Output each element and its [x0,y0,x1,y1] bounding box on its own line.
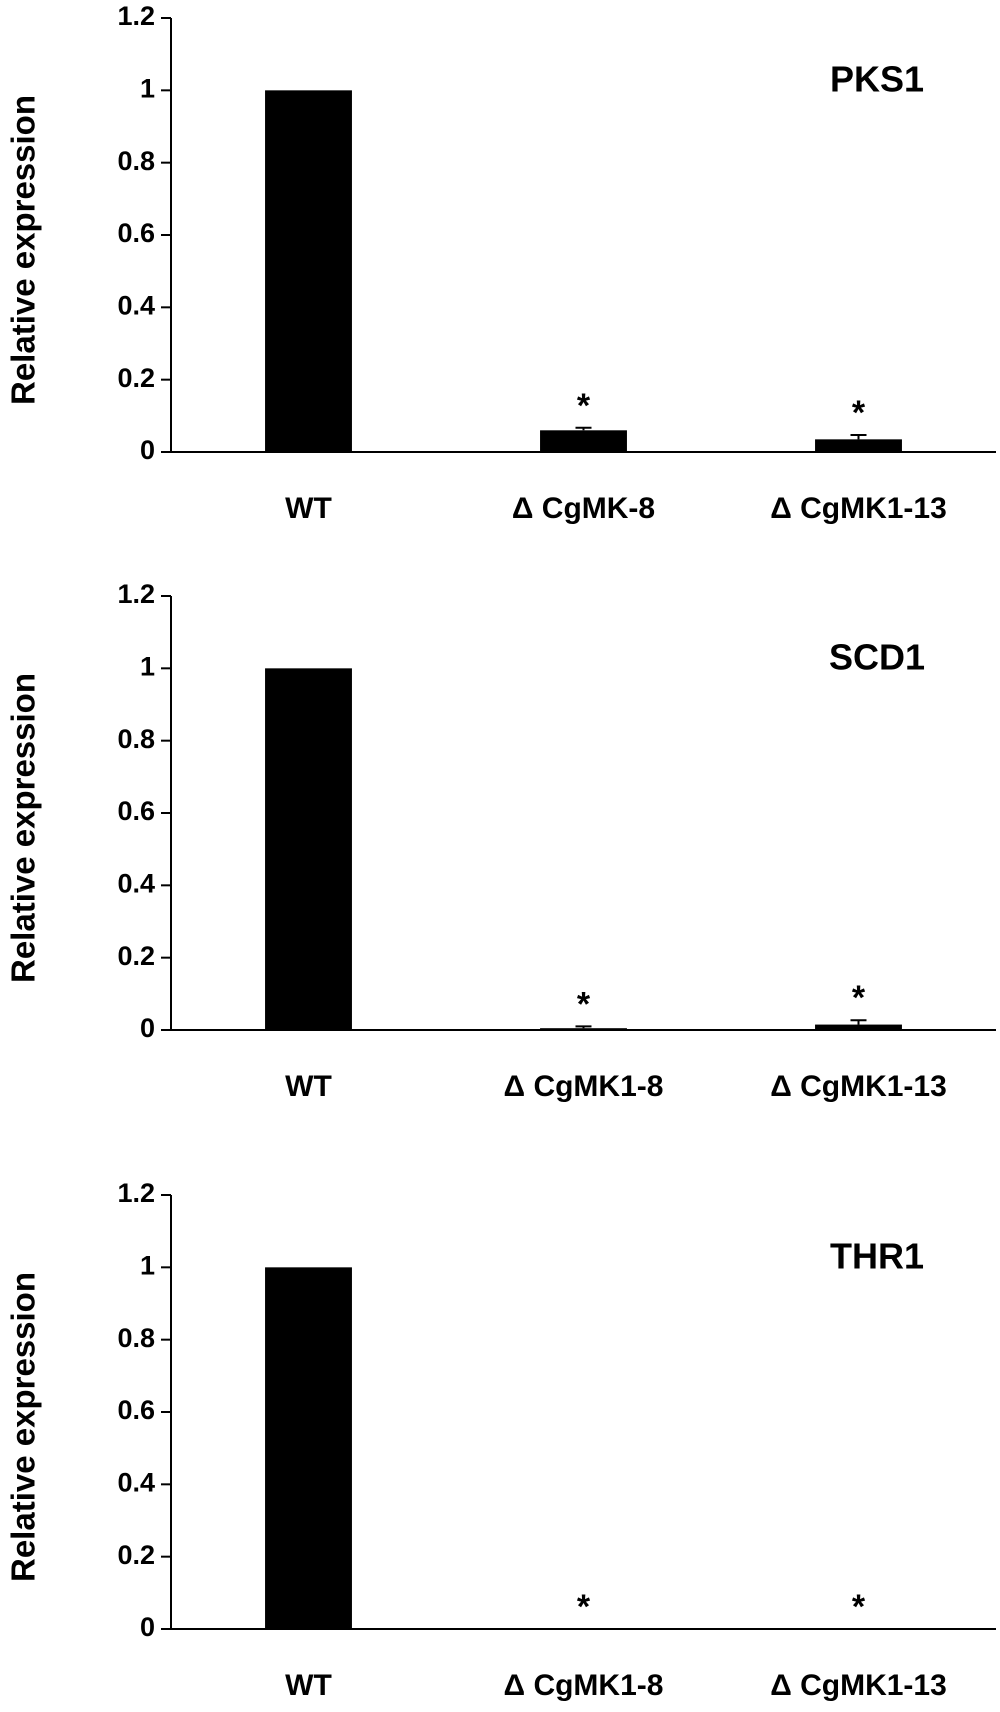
bar [265,90,352,452]
y-tick-label: 1 [140,73,155,103]
y-tick-label: 0.4 [117,868,155,898]
y-tick-label: 0.8 [117,1323,155,1353]
bar [815,1024,902,1030]
significance-mark: * [852,1588,866,1626]
y-tick-label: 0.6 [117,218,155,248]
bar [815,439,902,452]
bar [540,1028,627,1030]
y-tick-label: 1.2 [117,1,155,31]
x-tick-label: WT [285,1669,332,1702]
y-axis-label: Relative expression [5,1272,42,1582]
y-tick-label: 1 [140,1250,155,1280]
error-bar [575,426,592,431]
y-axis-label: Relative expression [5,673,42,983]
x-tick-label: WT [285,492,332,525]
y-tick-label: 0.2 [117,941,155,971]
x-tick-label: Δ CgMK1-13 [770,492,947,525]
chart-title: SCD1 [829,637,925,678]
y-axis-label: Relative expression [5,95,42,405]
y-tick-label: 0.8 [117,724,155,754]
y-tick-label: 0.2 [117,363,155,393]
error-bar [850,1019,867,1025]
chart-title: THR1 [830,1236,924,1277]
y-tick-label: 0.6 [117,1395,155,1425]
bar [265,1267,352,1629]
y-tick-label: 0.2 [117,1540,155,1570]
x-tick-label: Δ CgMK1-8 [504,1070,664,1103]
y-tick-label: 0.4 [117,1467,155,1497]
error-bar [850,434,867,440]
significance-mark: * [852,394,866,432]
x-tick-label: Δ CgMK1-8 [504,1669,664,1702]
x-tick-label: Δ CgMK1-13 [770,1669,947,1702]
error-bar [575,1025,592,1029]
y-tick-label: 0 [140,1013,155,1043]
y-tick-label: 0.8 [117,146,155,176]
bar [540,430,627,452]
x-tick-label: Δ CgMK1-13 [770,1070,947,1103]
y-tick-label: 1.2 [117,1178,155,1208]
significance-mark: * [852,979,866,1017]
y-tick-label: 0 [140,1612,155,1642]
y-tick-label: 0.4 [117,290,155,320]
chart-title: PKS1 [830,59,924,100]
bar [265,668,352,1030]
y-tick-label: 1 [140,651,155,681]
y-tick-label: 0.6 [117,796,155,826]
significance-mark: * [577,1588,591,1626]
y-tick-label: 1.2 [117,579,155,609]
x-tick-label: WT [285,1070,332,1103]
significance-mark: * [577,387,591,425]
significance-mark: * [577,985,591,1023]
x-tick-label: Δ CgMK-8 [512,492,655,525]
y-tick-label: 0 [140,435,155,465]
